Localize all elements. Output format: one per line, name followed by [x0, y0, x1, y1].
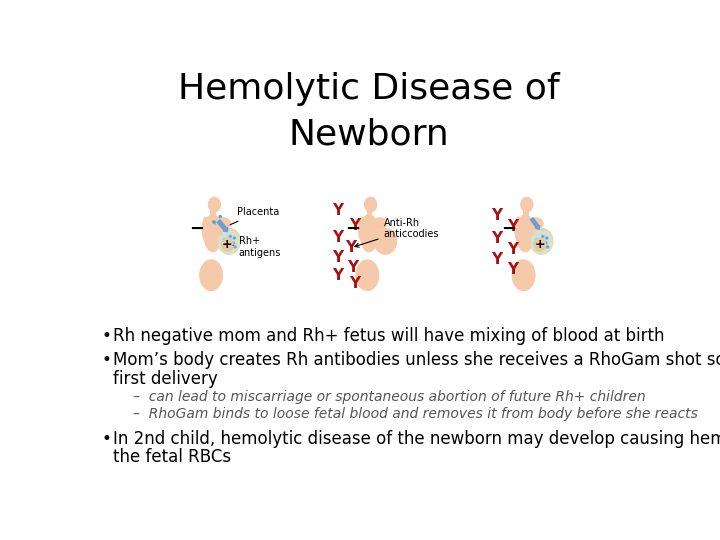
Text: Y: Y: [491, 208, 503, 223]
Text: Placenta: Placenta: [230, 207, 279, 225]
Ellipse shape: [356, 260, 379, 291]
Text: Anti-Rh
anticcodies: Anti-Rh anticcodies: [355, 218, 439, 247]
Ellipse shape: [534, 238, 546, 251]
Ellipse shape: [216, 218, 230, 229]
Text: Mom’s body creates Rh antibodies unless she receives a RhoGam shot soon after: Mom’s body creates Rh antibodies unless …: [113, 351, 720, 369]
Ellipse shape: [545, 242, 547, 244]
Ellipse shape: [530, 228, 553, 254]
Text: −: −: [501, 220, 516, 238]
Ellipse shape: [364, 197, 377, 212]
Text: Y: Y: [333, 203, 343, 218]
Text: Newborn: Newborn: [289, 117, 449, 151]
Text: +: +: [534, 238, 545, 251]
FancyBboxPatch shape: [523, 208, 528, 216]
Text: Y: Y: [346, 240, 356, 255]
Text: −: −: [345, 220, 360, 238]
Ellipse shape: [532, 232, 550, 251]
Ellipse shape: [222, 238, 233, 251]
Text: –  RhoGam binds to loose fetal blood and removes it from body before she reacts: – RhoGam binds to loose fetal blood and …: [132, 407, 698, 421]
FancyArrow shape: [217, 220, 228, 232]
Text: Rh negative mom and Rh+ fetus will have mixing of blood at birth: Rh negative mom and Rh+ fetus will have …: [113, 327, 665, 345]
Ellipse shape: [541, 235, 544, 238]
Ellipse shape: [233, 242, 235, 244]
Ellipse shape: [515, 217, 523, 241]
Text: Y: Y: [508, 242, 518, 257]
Ellipse shape: [228, 247, 230, 249]
Ellipse shape: [202, 217, 210, 241]
Text: Y: Y: [348, 218, 360, 233]
Ellipse shape: [546, 237, 548, 239]
Text: •: •: [102, 351, 112, 369]
Ellipse shape: [223, 239, 225, 241]
Text: Y: Y: [491, 252, 503, 267]
Ellipse shape: [539, 245, 541, 247]
Text: –  can lead to miscarriage or spontaneous abortion of future Rh+ children: – can lead to miscarriage or spontaneous…: [132, 390, 645, 404]
Text: Y: Y: [347, 260, 359, 275]
Ellipse shape: [204, 214, 222, 252]
Text: Y: Y: [508, 219, 518, 234]
Text: In 2nd child, hemolytic disease of the newborn may develop causing hemolysis of: In 2nd child, hemolytic disease of the n…: [113, 430, 720, 448]
Text: Rh+
antigens: Rh+ antigens: [233, 236, 282, 258]
Text: •: •: [102, 327, 112, 345]
Text: •: •: [102, 430, 112, 448]
Ellipse shape: [233, 237, 235, 239]
Ellipse shape: [528, 218, 543, 229]
FancyBboxPatch shape: [366, 208, 372, 216]
Text: Y: Y: [508, 262, 518, 277]
Ellipse shape: [217, 228, 240, 254]
Ellipse shape: [535, 242, 537, 245]
Text: Y: Y: [333, 230, 343, 245]
Text: Y: Y: [348, 276, 360, 291]
Ellipse shape: [218, 231, 240, 253]
Ellipse shape: [222, 242, 225, 245]
Ellipse shape: [516, 214, 534, 252]
Text: the fetal RBCs: the fetal RBCs: [113, 448, 231, 466]
Ellipse shape: [512, 260, 535, 291]
Ellipse shape: [521, 197, 533, 212]
Ellipse shape: [541, 247, 543, 249]
Ellipse shape: [229, 235, 231, 238]
Ellipse shape: [372, 218, 387, 229]
Text: Y: Y: [333, 268, 343, 283]
FancyBboxPatch shape: [210, 208, 215, 216]
Text: Hemolytic Disease of: Hemolytic Disease of: [178, 72, 560, 106]
Text: Y: Y: [333, 250, 343, 265]
Ellipse shape: [360, 214, 378, 252]
Text: +: +: [222, 238, 233, 251]
Ellipse shape: [531, 231, 552, 253]
Ellipse shape: [546, 246, 549, 248]
Ellipse shape: [374, 228, 397, 254]
Text: first delivery: first delivery: [113, 370, 218, 388]
Text: −: −: [189, 220, 204, 238]
Ellipse shape: [220, 232, 238, 251]
Ellipse shape: [208, 197, 220, 212]
Ellipse shape: [226, 245, 228, 247]
Ellipse shape: [199, 260, 222, 291]
Ellipse shape: [536, 239, 538, 241]
Text: Y: Y: [491, 231, 503, 246]
Ellipse shape: [359, 217, 366, 241]
Ellipse shape: [234, 246, 236, 248]
FancyArrow shape: [531, 218, 539, 230]
